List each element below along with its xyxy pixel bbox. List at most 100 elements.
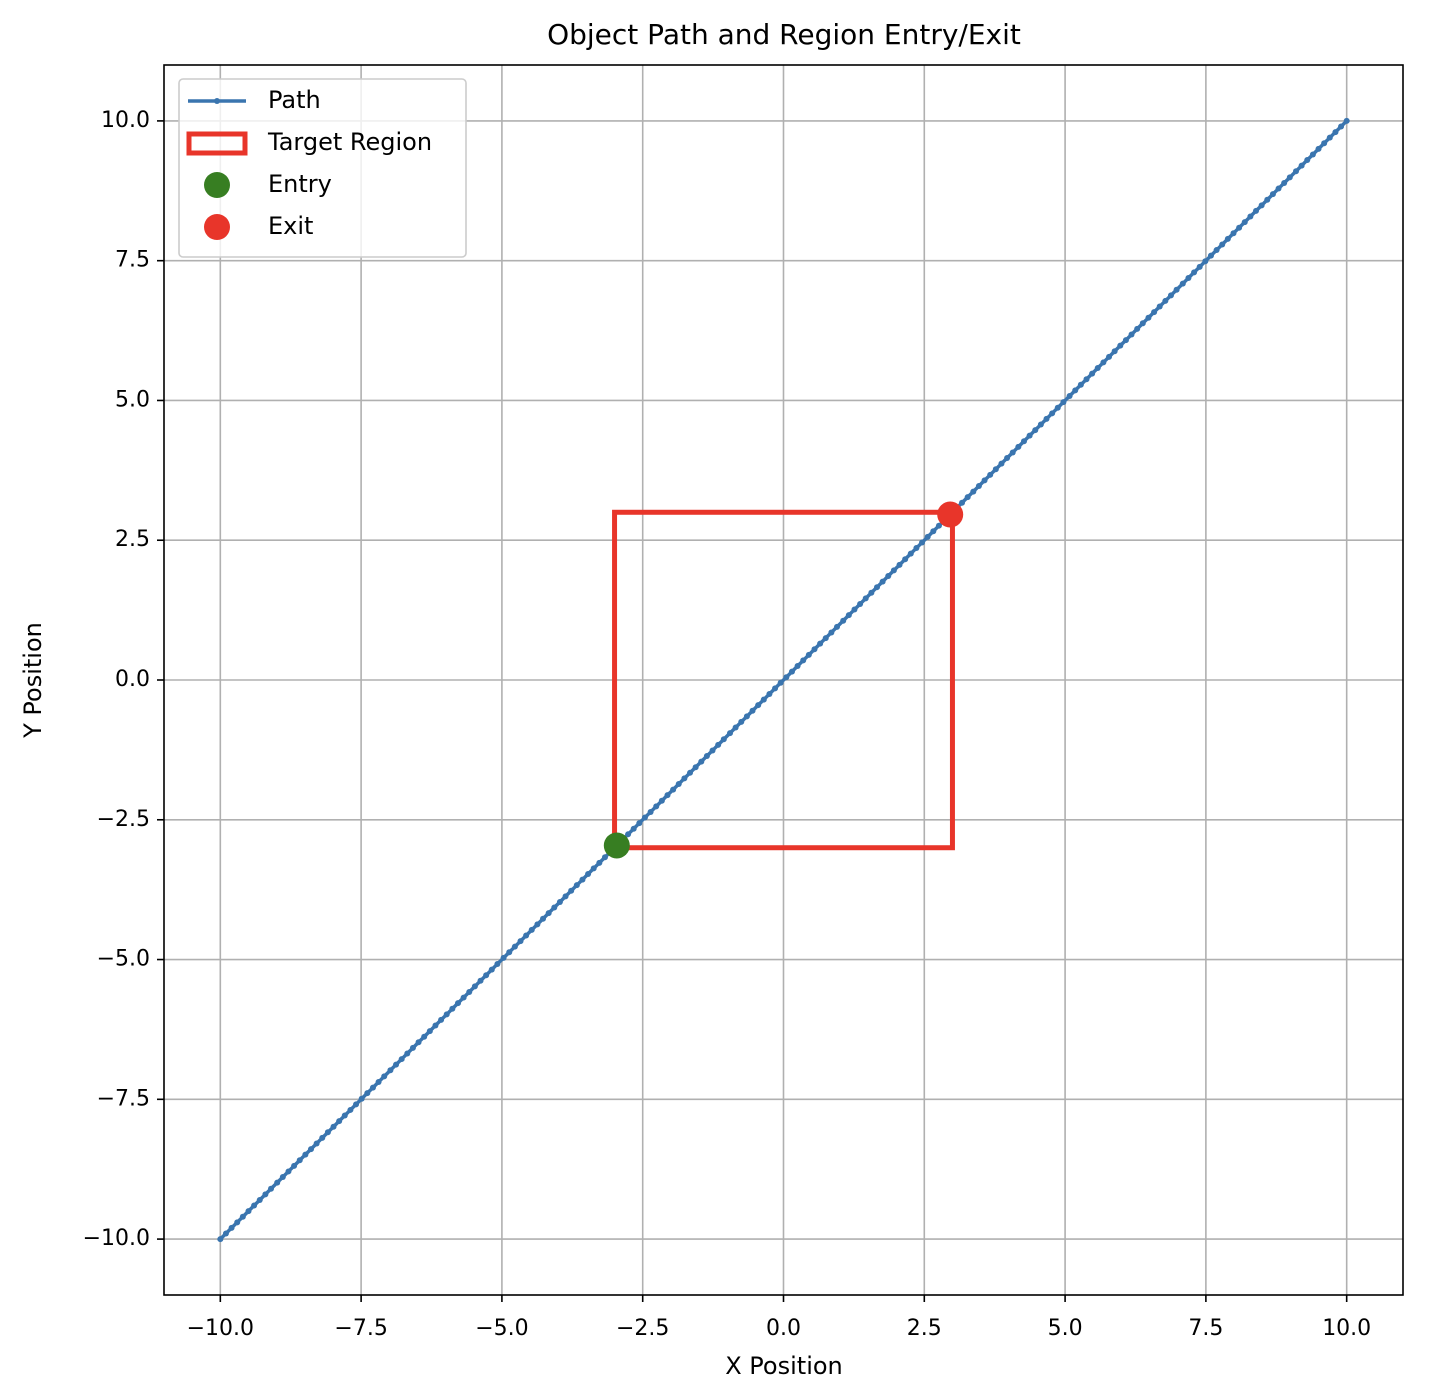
path-point: [766, 690, 773, 697]
path-point: [556, 898, 563, 905]
path-point: [409, 1044, 416, 1051]
legend-label: Entry: [268, 170, 332, 198]
path-point: [777, 679, 784, 686]
x-tick-label: −2.5: [616, 1316, 669, 1341]
path-point: [1151, 309, 1158, 316]
legend: Path Target Region Entry Exit: [178, 78, 467, 258]
x-tick-label: 0.0: [766, 1316, 801, 1341]
y-tick-label: −10.0: [83, 1226, 150, 1251]
x-tick-label: 5.0: [1048, 1316, 1083, 1341]
path-point: [805, 651, 812, 658]
path-point: [494, 961, 501, 968]
path-point: [896, 561, 903, 568]
path-point: [1077, 381, 1084, 388]
path-point: [738, 718, 745, 725]
x-tick-label: −10.0: [187, 1316, 254, 1341]
path-point: [811, 646, 818, 653]
path-point: [217, 1236, 224, 1243]
path-point: [1032, 427, 1039, 434]
path-point: [296, 1157, 303, 1164]
path-point: [1185, 275, 1192, 282]
path-point: [1145, 314, 1152, 321]
path-point: [477, 977, 484, 984]
path-point: [551, 904, 558, 911]
path-point: [698, 758, 705, 765]
path-point: [783, 674, 790, 681]
path-point: [1298, 162, 1305, 169]
path-point: [454, 1000, 461, 1007]
path-point: [641, 814, 648, 821]
path-point: [1089, 370, 1096, 377]
path-point: [432, 1022, 439, 1029]
path-point: [822, 635, 829, 642]
event-point: [937, 501, 964, 528]
path-point: [857, 600, 864, 607]
path-point: [1020, 438, 1027, 445]
path-point: [1066, 392, 1073, 399]
path-point: [336, 1118, 343, 1125]
path-point: [545, 910, 552, 917]
path-point: [398, 1056, 405, 1063]
path-point: [1015, 443, 1022, 450]
path-point: [375, 1078, 382, 1085]
y-tick-label: −2.5: [97, 807, 150, 832]
path-point: [1043, 415, 1050, 422]
path-point: [449, 1005, 456, 1012]
path-point: [687, 769, 694, 776]
path-point: [1173, 286, 1180, 293]
path-point: [500, 954, 507, 961]
path-point: [274, 1179, 281, 1186]
path-point: [1286, 174, 1293, 181]
path-point: [1264, 196, 1271, 203]
path-point: [625, 831, 632, 838]
x-tick-label: 2.5: [907, 1316, 942, 1341]
path-point: [907, 550, 914, 557]
path-point: [1292, 168, 1299, 175]
path-point: [636, 820, 643, 827]
path-point: [732, 724, 739, 731]
path-point: [1134, 325, 1141, 332]
path-point: [528, 926, 535, 933]
path-point: [630, 825, 637, 832]
path-point: [1162, 297, 1169, 304]
x-tick-label: 7.5: [1188, 1316, 1223, 1341]
legend-swatch: [186, 131, 248, 156]
path-point: [930, 528, 937, 535]
path-point: [279, 1174, 286, 1181]
path-point: [1304, 157, 1311, 164]
path-point: [590, 865, 597, 872]
legend-swatch: [204, 172, 230, 198]
path-point: [670, 786, 677, 793]
path-point: [596, 859, 603, 866]
path-point: [313, 1140, 320, 1147]
path-point: [1247, 213, 1254, 220]
legend-label: Target Region: [267, 128, 432, 156]
path-point: [975, 482, 982, 489]
legend-swatch: [204, 214, 230, 240]
path-point: [1326, 134, 1333, 141]
y-tick-label: 10.0: [101, 108, 150, 133]
path-point: [1128, 331, 1135, 338]
path-point: [488, 966, 495, 973]
target-region: [612, 509, 955, 851]
path-point: [517, 938, 524, 945]
path-point: [483, 972, 490, 979]
path-point: [1009, 449, 1016, 456]
path-point: [817, 640, 824, 647]
path-point: [324, 1129, 331, 1136]
path-point: [1106, 353, 1113, 360]
y-tick-label: −7.5: [97, 1086, 150, 1111]
path-point: [1100, 359, 1107, 366]
path-point: [981, 477, 988, 484]
path-point: [1332, 129, 1339, 136]
path-point: [222, 1230, 229, 1237]
path-point: [228, 1224, 235, 1231]
path-point: [568, 887, 575, 894]
path-point: [426, 1028, 433, 1035]
path-point: [353, 1101, 360, 1108]
path-point: [1230, 230, 1237, 237]
path-point: [540, 915, 547, 922]
path-point: [919, 539, 926, 546]
path-point: [1281, 179, 1288, 186]
path-point: [421, 1033, 428, 1040]
